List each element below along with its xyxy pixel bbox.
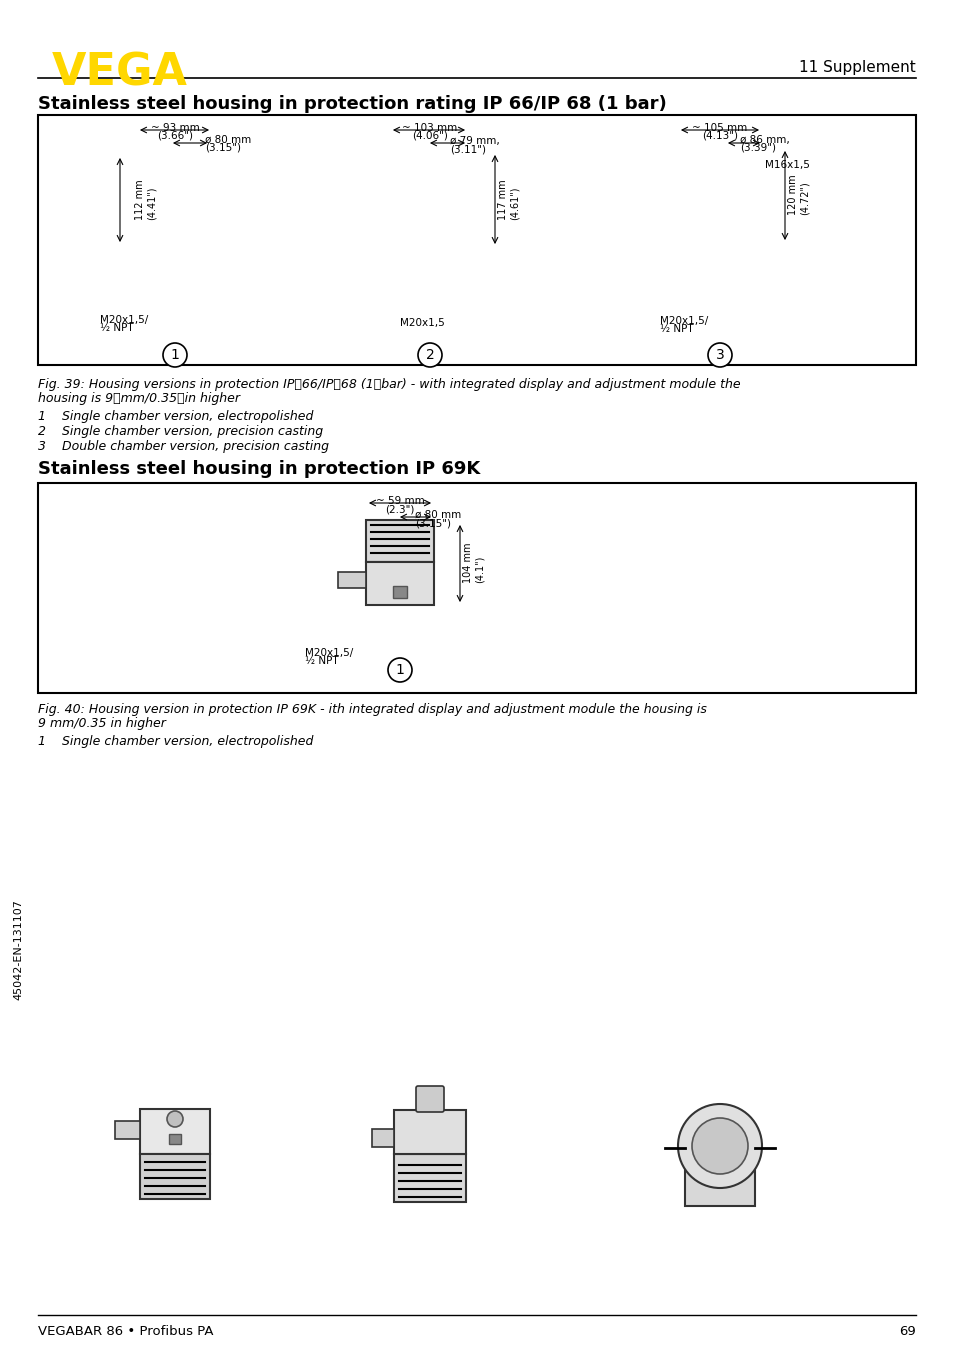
Text: (3.15"): (3.15") (205, 142, 241, 152)
Bar (372, 1129, 394, 1147)
Text: M16x1,5: M16x1,5 (764, 160, 809, 171)
FancyBboxPatch shape (416, 1086, 443, 1112)
Bar (169, 1135, 181, 1144)
Text: (3.66"): (3.66") (157, 131, 193, 141)
Text: 2    Single chamber version, precision casting: 2 Single chamber version, precision cast… (38, 425, 323, 437)
Text: 11 Supplement: 11 Supplement (799, 60, 915, 74)
Text: (3.39"): (3.39") (740, 144, 775, 153)
Text: ø 80 mm: ø 80 mm (205, 135, 251, 145)
Text: housing is 9٦mm/0.35٦in higher: housing is 9٦mm/0.35٦in higher (38, 393, 240, 405)
Circle shape (417, 343, 441, 367)
Text: VEGABAR 86 • Profibus PA: VEGABAR 86 • Profibus PA (38, 1326, 213, 1338)
Bar (394, 1110, 465, 1154)
Text: ~ 105 mm: ~ 105 mm (692, 123, 747, 133)
Text: ~ 93 mm: ~ 93 mm (151, 123, 199, 133)
Circle shape (163, 343, 187, 367)
Text: ø 79 mm,: ø 79 mm, (450, 135, 499, 146)
Text: 9 mm/0.35 in higher: 9 mm/0.35 in higher (38, 718, 166, 730)
Bar (140, 1109, 210, 1154)
Text: ½ NPT: ½ NPT (659, 324, 693, 334)
Bar (115, 1121, 140, 1139)
Text: 117 mm
(4.61"): 117 mm (4.61") (497, 180, 519, 221)
Text: M20x1,5: M20x1,5 (399, 318, 444, 328)
Text: (4.06"): (4.06") (412, 131, 448, 141)
Text: ½ NPT: ½ NPT (305, 655, 338, 666)
Bar (394, 1154, 465, 1202)
Text: (2.3"): (2.3") (385, 504, 415, 515)
Text: 3: 3 (715, 348, 723, 362)
Text: 120 mm
(4.72"): 120 mm (4.72") (787, 175, 809, 215)
Text: 1: 1 (171, 348, 179, 362)
Circle shape (167, 1112, 183, 1127)
Circle shape (388, 658, 412, 682)
Text: VEGA: VEGA (52, 51, 188, 95)
Text: ½ NPT: ½ NPT (100, 324, 133, 333)
Text: M20x1,5/: M20x1,5/ (659, 315, 707, 326)
Text: M20x1,5/: M20x1,5/ (305, 649, 353, 658)
Bar (366, 562, 434, 605)
Text: (4.13"): (4.13") (701, 131, 738, 141)
Text: ~ 103 mm: ~ 103 mm (402, 123, 457, 133)
Text: 1    Single chamber version, electropolished: 1 Single chamber version, electropolishe… (38, 410, 313, 422)
Circle shape (678, 1104, 761, 1187)
Text: 112 mm
(4.41"): 112 mm (4.41") (135, 180, 156, 221)
Bar (337, 571, 366, 588)
Text: 45042-EN-131107: 45042-EN-131107 (13, 899, 23, 1001)
Text: Fig. 40: Housing version in protection IP 69K - ith integrated display and adjus: Fig. 40: Housing version in protection I… (38, 703, 706, 716)
Text: M20x1,5/: M20x1,5/ (100, 315, 148, 325)
Text: 104 mm
(4.1"): 104 mm (4.1") (462, 543, 484, 584)
Text: ø 80 mm: ø 80 mm (415, 510, 460, 520)
Text: ~ 59 mm: ~ 59 mm (375, 496, 424, 506)
Bar (38, 483, 915, 693)
Bar (366, 520, 434, 562)
Text: Fig. 39: Housing versions in protection IP٦66/IP٦68 (1٦bar) - with integrated di: Fig. 39: Housing versions in protection … (38, 378, 740, 391)
Bar (393, 586, 407, 598)
Bar (684, 1156, 754, 1206)
Text: 1    Single chamber version, electropolished: 1 Single chamber version, electropolishe… (38, 735, 313, 747)
Text: Stainless steel housing in protection IP 69K: Stainless steel housing in protection IP… (38, 460, 479, 478)
Text: 2: 2 (425, 348, 434, 362)
Text: (3.11"): (3.11") (450, 144, 485, 154)
Bar (140, 1154, 210, 1200)
Text: 1: 1 (395, 663, 404, 677)
Text: ø 86 mm,: ø 86 mm, (740, 135, 789, 145)
Bar (38, 115, 915, 366)
Circle shape (691, 1118, 747, 1174)
Text: Stainless steel housing in protection rating IP 66/IP 68 (1 bar): Stainless steel housing in protection ra… (38, 95, 666, 112)
Circle shape (707, 343, 731, 367)
Text: 69: 69 (899, 1326, 915, 1338)
Text: (3.15"): (3.15") (415, 519, 451, 528)
Text: 3    Double chamber version, precision casting: 3 Double chamber version, precision cast… (38, 440, 329, 454)
